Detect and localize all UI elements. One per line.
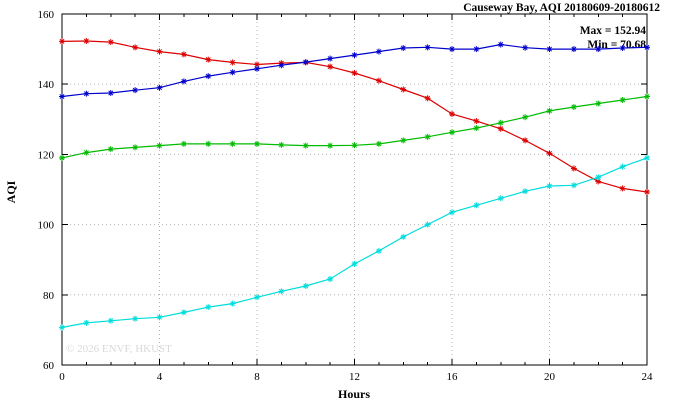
svg-text:4: 4: [157, 371, 163, 383]
svg-text:120: 120: [38, 149, 55, 161]
svg-text:0: 0: [59, 371, 65, 383]
y-axis-label: AQI: [4, 180, 18, 203]
svg-text:140: 140: [38, 79, 55, 91]
svg-text:80: 80: [43, 290, 55, 302]
plot-layer: 0 4 8 12 16 20 24 60 80 100 120 140 160: [38, 9, 654, 383]
watermark: © 2026 ENVF, HKUST: [66, 343, 172, 355]
svg-text:20: 20: [544, 371, 556, 383]
svg-text:160: 160: [38, 9, 55, 21]
svg-text:24: 24: [642, 371, 654, 383]
svg-text:16: 16: [447, 371, 459, 383]
svg-text:60: 60: [43, 360, 55, 372]
x-axis-label: Hours: [338, 387, 370, 401]
max-annotation: Max = 152.94: [580, 25, 647, 37]
chart-title: Causeway Bay, AQI 20180609-20180612: [463, 2, 660, 14]
svg-text:8: 8: [254, 371, 260, 383]
svg-text:12: 12: [349, 371, 360, 383]
svg-text:100: 100: [38, 220, 55, 232]
